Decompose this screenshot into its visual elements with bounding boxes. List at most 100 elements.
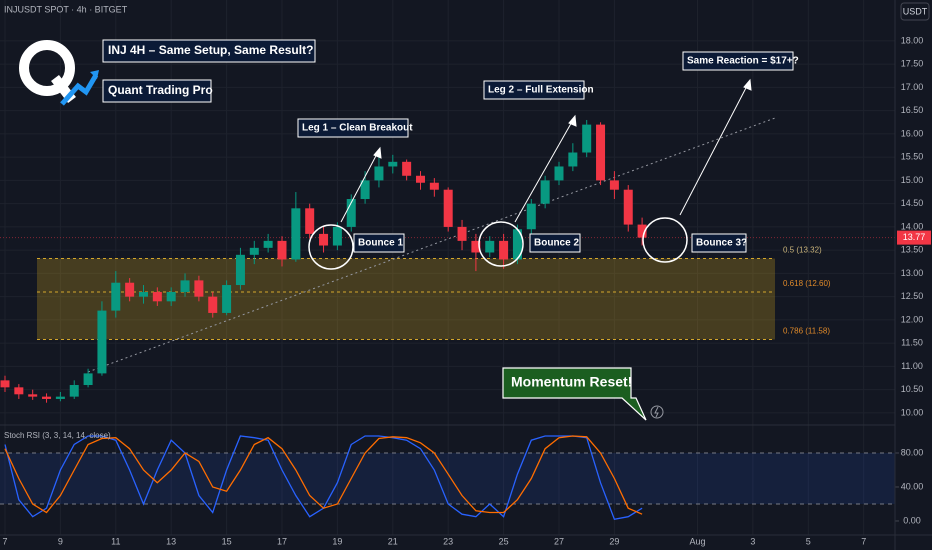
annotation-box — [483, 80, 585, 100]
y-tick-label: 16.00 — [901, 128, 924, 138]
x-tick-label: Aug — [689, 536, 705, 546]
candle-body — [596, 124, 606, 181]
candle-body — [263, 240, 273, 248]
highlights — [308, 217, 688, 270]
fib-label: 0.786 (11.58) — [783, 327, 830, 336]
candle-body — [540, 180, 550, 204]
candle-body — [111, 282, 121, 311]
x-tick-label: 13 — [166, 536, 176, 546]
candle-body — [277, 240, 287, 260]
candle-body — [14, 387, 24, 395]
annotation-box — [682, 51, 794, 71]
annotation: Same Reaction = $17+? — [687, 56, 799, 67]
y-tick-label: 0.00 — [903, 515, 921, 525]
y-tick-label: 13.00 — [901, 268, 924, 278]
candle-body — [374, 166, 384, 181]
candle-body — [443, 189, 453, 227]
candle-body — [180, 280, 190, 293]
candle-body — [582, 124, 592, 153]
candle-body — [402, 161, 412, 176]
candle-body — [360, 180, 370, 200]
x-tick-label: 21 — [388, 536, 398, 546]
x-tick-label: 17 — [277, 536, 287, 546]
candle-body — [55, 396, 65, 399]
last-price-label: 13.77 — [903, 232, 926, 242]
annotation: Leg 1 – Clean Breakout — [302, 123, 413, 134]
candle-body — [568, 152, 578, 167]
x-tick-label: 15 — [222, 536, 232, 546]
alert-icon — [650, 405, 664, 419]
candle-body — [499, 240, 509, 260]
y-tick-label: 11.50 — [901, 338, 923, 348]
x-tick-label: 5 — [806, 536, 811, 546]
annotation-box — [691, 233, 747, 253]
y-tick-label: 80.00 — [901, 447, 924, 457]
x-tick-label: 7 — [861, 536, 866, 546]
candle-body — [194, 280, 204, 297]
annotation-box — [353, 233, 405, 253]
annotation-box — [102, 79, 212, 103]
candle-body — [125, 282, 135, 297]
x-tick-label: 7 — [2, 536, 7, 546]
annotation: Bounce 2 — [534, 238, 579, 249]
fib-label: 0.5 (13.32) — [783, 246, 822, 255]
candle-body — [554, 166, 564, 181]
y-tick-label: 10.50 — [901, 384, 924, 394]
logo — [19, 40, 99, 106]
candle-body — [415, 175, 425, 183]
candle-body — [388, 161, 398, 167]
x-tick-label: 23 — [443, 536, 453, 546]
candle-body — [609, 180, 619, 190]
stoch-pane — [0, 435, 899, 522]
candle-body — [637, 224, 647, 238]
y-tick-label: 12.00 — [901, 314, 924, 324]
candle-body — [0, 380, 10, 388]
trend-line — [87, 117, 776, 373]
candle-body — [471, 240, 481, 253]
candle-body — [623, 189, 633, 225]
candle-body — [429, 182, 439, 190]
candle-body — [249, 247, 259, 255]
candle-body — [222, 285, 232, 313]
y-tick-label: 15.50 — [901, 152, 924, 162]
candle-body — [305, 208, 315, 234]
candle-body — [512, 229, 522, 260]
band-fill — [0, 452, 895, 504]
candle-body — [152, 292, 162, 302]
chart-title: INJUSDT SPOT · 4h · BITGET — [4, 4, 128, 14]
candle-body — [291, 208, 301, 260]
candles — [0, 119, 895, 403]
y-tick-label: 14.00 — [901, 221, 924, 231]
candle-body — [83, 373, 93, 386]
annotation: Quant Trading Pro — [108, 83, 213, 97]
annotation: Leg 2 – Full Extension — [488, 85, 594, 96]
fib-label: 0.618 (12.60) — [783, 279, 831, 288]
x-tick-label: 11 — [111, 536, 120, 546]
y-tick-label: 10.00 — [901, 407, 924, 417]
candle-body — [526, 203, 536, 230]
fib-zone-fill — [37, 258, 775, 340]
currency-box — [900, 2, 930, 21]
indicator-title: Stoch RSI (3, 3, 14, 14, close) — [4, 431, 111, 440]
candle-body — [208, 296, 218, 313]
last-price-box — [897, 230, 931, 245]
y-tick-label: 12.50 — [901, 291, 924, 301]
candle-body — [42, 396, 52, 399]
y-tick-label: 17.50 — [901, 59, 924, 69]
x-tick-label: 29 — [609, 536, 619, 546]
annotation: Momentum Reset! — [511, 374, 632, 390]
y-tick-label: 40.00 — [901, 481, 924, 491]
candle-body — [69, 385, 79, 397]
candle-body — [332, 226, 342, 246]
candle-body — [485, 240, 495, 253]
candle-body — [319, 233, 329, 246]
y-tick-label: 14.50 — [901, 198, 924, 208]
candle-body — [166, 292, 176, 302]
x-tick-label: 9 — [58, 536, 63, 546]
candle-body — [457, 226, 467, 241]
candle-body — [138, 292, 148, 297]
candle-body — [235, 254, 245, 286]
arrows — [340, 78, 752, 223]
candle-body — [28, 394, 38, 397]
currency: USDT — [903, 6, 928, 16]
